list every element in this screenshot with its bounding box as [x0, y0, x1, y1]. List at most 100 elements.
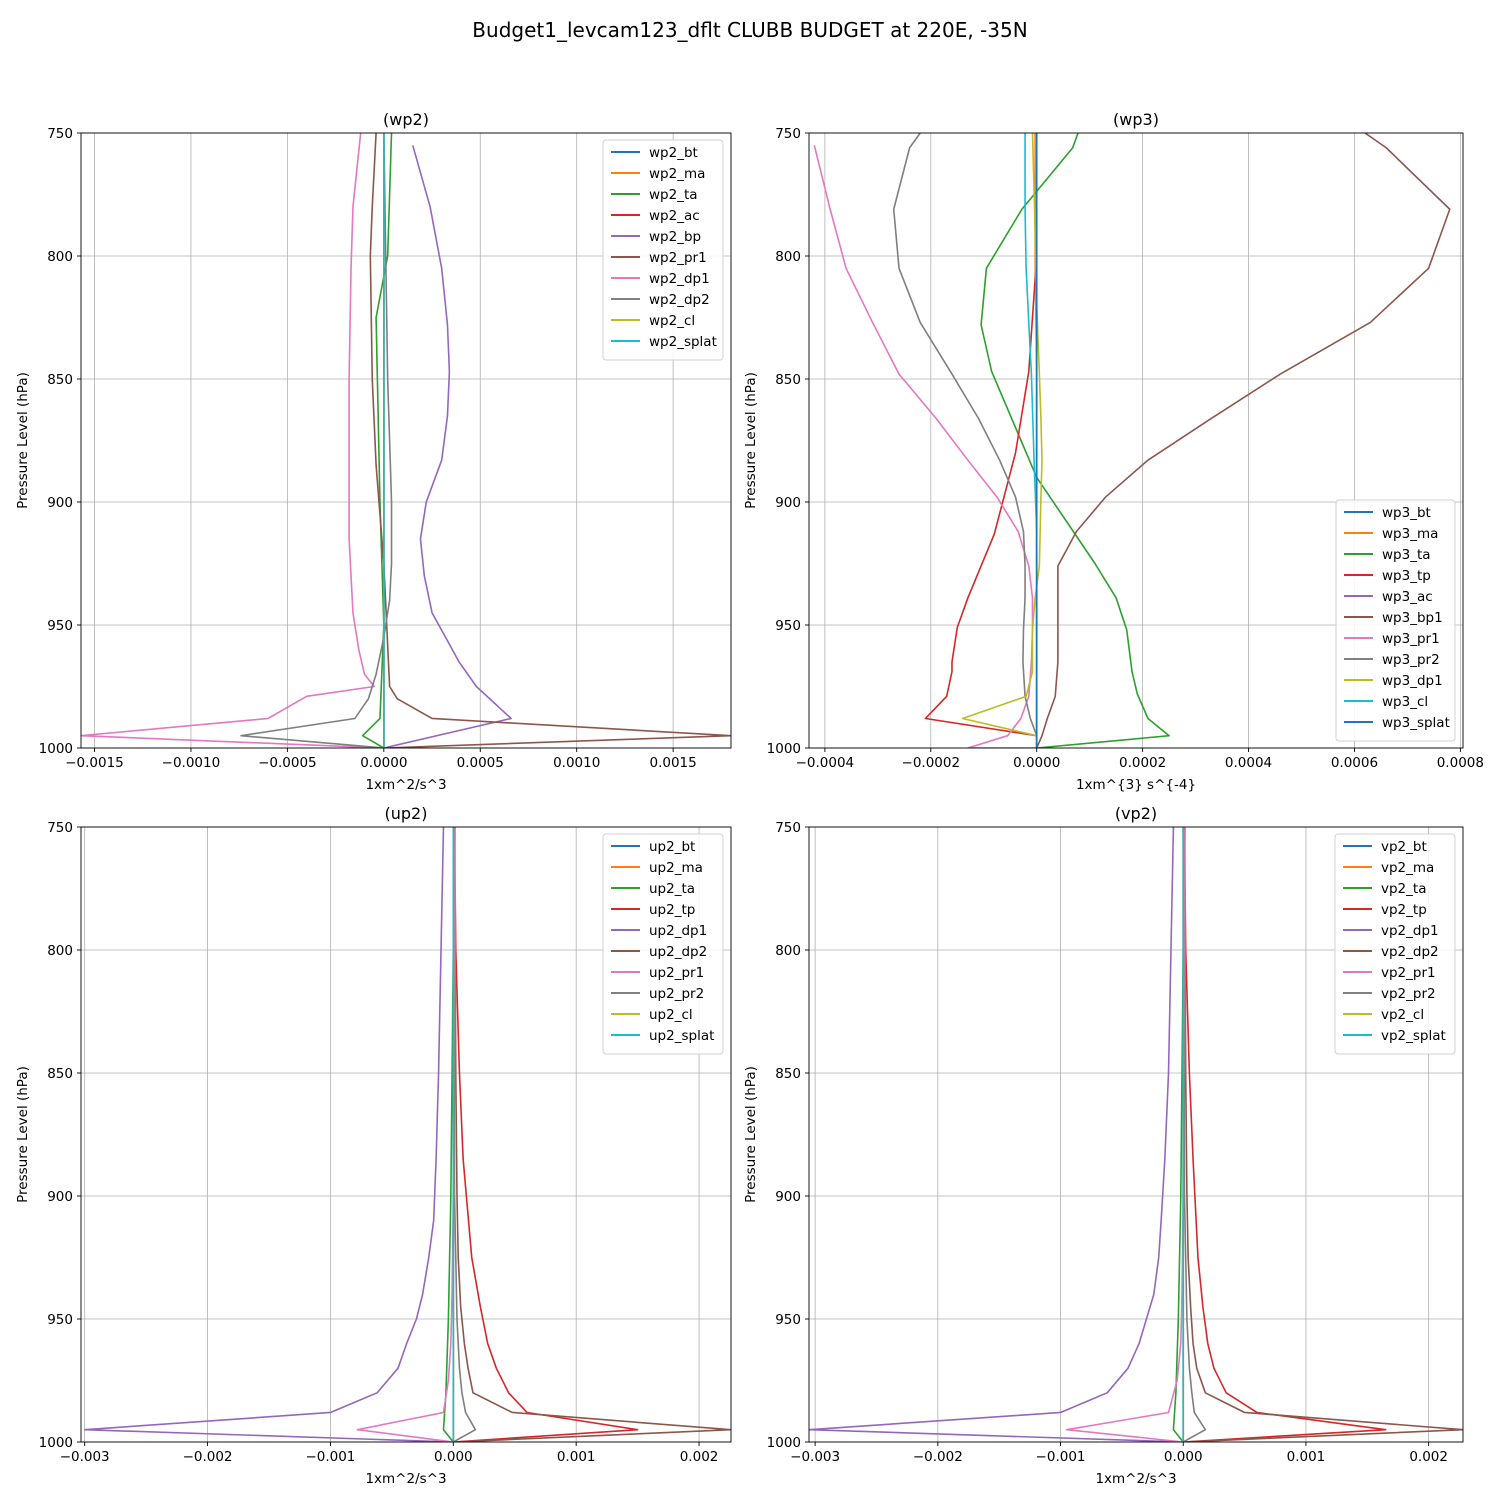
legend-entry: wp3_bp1: [1382, 610, 1443, 626]
axes-frame: [808, 132, 1464, 749]
legend-entry: wp3_cl: [1382, 694, 1428, 710]
x-tick-label: 0.001: [1287, 1449, 1326, 1465]
x-tick-label: −0.002: [913, 1449, 963, 1465]
legend-entry: wp3_dp1: [1382, 673, 1443, 689]
panel-title: (up2): [385, 804, 428, 823]
legend-entry: wp3_ac: [1382, 589, 1433, 605]
legend-entry: wp3_splat: [1382, 715, 1450, 731]
legend-entry: vp2_bt: [1381, 839, 1427, 855]
legend-entry: wp2_bt: [649, 145, 698, 161]
series-line-vp2_dp2: [1183, 827, 1463, 1442]
y-tick-label: 800: [47, 249, 73, 265]
legend-entry: wp2_ma: [649, 166, 705, 182]
panel-title: (vp2): [1115, 804, 1157, 823]
y-tick-label: 800: [775, 943, 801, 959]
legend-entry: wp3_tp: [1382, 568, 1431, 584]
legend-entry: vp2_ma: [1381, 860, 1434, 876]
legend-entry: up2_tp: [649, 902, 695, 918]
series-line-wp3_bp1: [1035, 133, 1451, 748]
legend-entry: wp2_dp2: [649, 292, 710, 308]
y-tick-label: 950: [47, 618, 73, 634]
series-group: [83, 827, 731, 1442]
series-line-wp2_dp1: [81, 133, 384, 748]
y-tick-label: 950: [775, 1312, 801, 1328]
legend-entry: wp2_bp: [649, 229, 701, 245]
x-tick-label: −0.001: [1036, 1449, 1086, 1465]
legend-entry: wp2_dp1: [649, 271, 710, 287]
chart-panel-3: −0.003 −0.002 −0.001 0.000 0.001 0.002 750 800 8…: [15, 804, 732, 1487]
series-line-wp3_pr2: [892, 133, 1038, 736]
legend-entry: up2_pr2: [649, 986, 704, 1002]
y-tick-label: 900: [47, 495, 73, 511]
y-tick-label: 1000: [767, 1435, 801, 1451]
x-tick-label: 0.001: [557, 1449, 596, 1465]
y-tick-label: 750: [47, 820, 73, 836]
series-group: [813, 133, 1451, 748]
series-line-wp3_tp: [924, 255, 1038, 748]
legend: wp2_bt wp2_ma wp2_ta wp2_ac wp2_bp wp2_pr1 wp2…: [602, 139, 724, 361]
legend-entry: up2_dp2: [649, 944, 707, 960]
x-tick-label: 0.002: [680, 1449, 719, 1465]
legend: wp3_bt wp3_ma wp3_ta wp3_tp wp3_ac wp3_bp1 wp3…: [1335, 499, 1456, 742]
x-tick-label: −0.003: [60, 1449, 110, 1465]
x-tick-label: −0.0015: [65, 755, 124, 771]
series-line-vp2_dp1: [809, 827, 1184, 1442]
x-tick-label: 0.0002: [1119, 755, 1166, 771]
legend-entry: vp2_ta: [1381, 881, 1426, 897]
legend-entry: up2_dp1: [649, 923, 707, 939]
y-tick-label: 750: [775, 820, 801, 836]
x-tick-label: −0.0004: [796, 755, 855, 771]
y-tick-label: 950: [775, 618, 801, 634]
x-tick-label: 0.000: [434, 1449, 473, 1465]
panel-title: (wp3): [1113, 110, 1159, 129]
y-axis-label: Pressure Level (hPa): [743, 1066, 759, 1203]
y-tick-label: 1000: [39, 1435, 73, 1451]
x-tick-label: −0.002: [183, 1449, 233, 1465]
x-tick-label: −0.001: [305, 1449, 355, 1465]
x-tick-label: 0.0000: [360, 755, 407, 771]
x-tick-label: 0.0006: [1331, 755, 1378, 771]
y-tick-label: 850: [775, 1066, 801, 1082]
legend: up2_bt up2_ma up2_ta up2_tp up2_dp1 up2_dp2up…: [602, 833, 724, 1055]
y-tick-label: 800: [775, 249, 801, 265]
chart-panel-2: −0.0004 −0.0002 0.0000 0.0002 0.0004 0.0006 0.…: [743, 110, 1484, 793]
x-axis-label: 1xm^2/s^3: [365, 1471, 446, 1487]
chart-panel-4: −0.003 −0.002 −0.001 0.000 0.001 0.002 750 800 8…: [743, 804, 1464, 1487]
y-tick-label: 900: [775, 1189, 801, 1205]
legend-entry: wp3_ta: [1382, 547, 1431, 563]
x-tick-label: 0.0000: [1013, 755, 1060, 771]
y-tick-label: 750: [775, 126, 801, 142]
x-tick-label: −0.0002: [902, 755, 961, 771]
axes-frame: [808, 826, 1464, 1443]
series-line-vp2_pr2: [1182, 827, 1207, 1442]
legend-entry: vp2_cl: [1381, 1007, 1424, 1023]
x-tick-label: 0.002: [1409, 1449, 1448, 1465]
axes-frame: [80, 132, 732, 749]
series-group: [81, 133, 731, 748]
legend-entry: up2_pr1: [649, 965, 704, 981]
legend-entry: vp2_dp1: [1381, 923, 1439, 939]
x-tick-label: −0.003: [790, 1449, 840, 1465]
legend-entry: wp2_cl: [649, 313, 695, 329]
axes-frame: [80, 826, 732, 1443]
legend-entry: wp3_pr2: [1382, 652, 1440, 668]
series-line-wp2_bp: [383, 145, 512, 748]
x-tick-label: 0.0010: [553, 755, 600, 771]
legend-entry: vp2_tp: [1381, 902, 1427, 918]
series-line-up2_dp1: [83, 827, 454, 1442]
legend-entry: up2_splat: [649, 1028, 714, 1044]
y-axis-label: Pressure Level (hPa): [743, 372, 759, 509]
x-tick-label: 0.0005: [457, 755, 504, 771]
x-tick-label: 0.0008: [1437, 755, 1484, 771]
figure-title: Budget1_levcam123_dflt CLUBB BUDGET at 2…: [472, 18, 1027, 42]
legend-entry: wp2_pr1: [649, 250, 707, 266]
legend-entry: vp2_pr1: [1381, 965, 1436, 981]
y-tick-label: 1000: [39, 741, 73, 757]
y-tick-label: 900: [775, 495, 801, 511]
y-axis-label: Pressure Level (hPa): [15, 1066, 31, 1203]
y-tick-label: 1000: [767, 741, 801, 757]
series-line-wp3_ta: [980, 133, 1170, 748]
x-tick-label: 0.000: [1164, 1449, 1203, 1465]
y-tick-label: 900: [47, 1189, 73, 1205]
